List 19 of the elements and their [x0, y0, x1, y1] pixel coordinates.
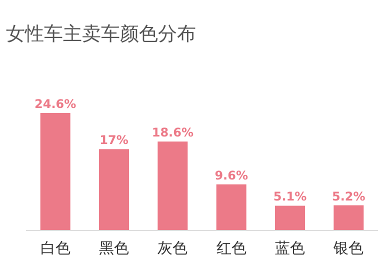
data-label: 9.6%	[214, 168, 248, 182]
x-tick-label: 银色	[332, 239, 364, 257]
bar	[40, 113, 70, 230]
data-label: 5.1%	[273, 190, 307, 204]
data-label: 5.2%	[332, 189, 366, 204]
x-tick-label: 蓝色	[275, 239, 305, 257]
x-tick-label: 红色	[216, 239, 246, 257]
bar	[216, 184, 246, 230]
bar	[158, 142, 188, 230]
bar	[99, 149, 129, 230]
x-tick-label: 白色	[40, 239, 70, 257]
x-tick-label: 黑色	[99, 239, 129, 257]
bar	[275, 206, 305, 230]
x-tick-label: 灰色	[158, 239, 188, 257]
chart-title: 女性车主卖车颜色分布	[6, 23, 196, 45]
data-label: 24.6%	[34, 97, 76, 111]
bar	[334, 205, 364, 230]
data-label: 18.6%	[152, 126, 194, 140]
data-label: 17%	[100, 133, 128, 148]
